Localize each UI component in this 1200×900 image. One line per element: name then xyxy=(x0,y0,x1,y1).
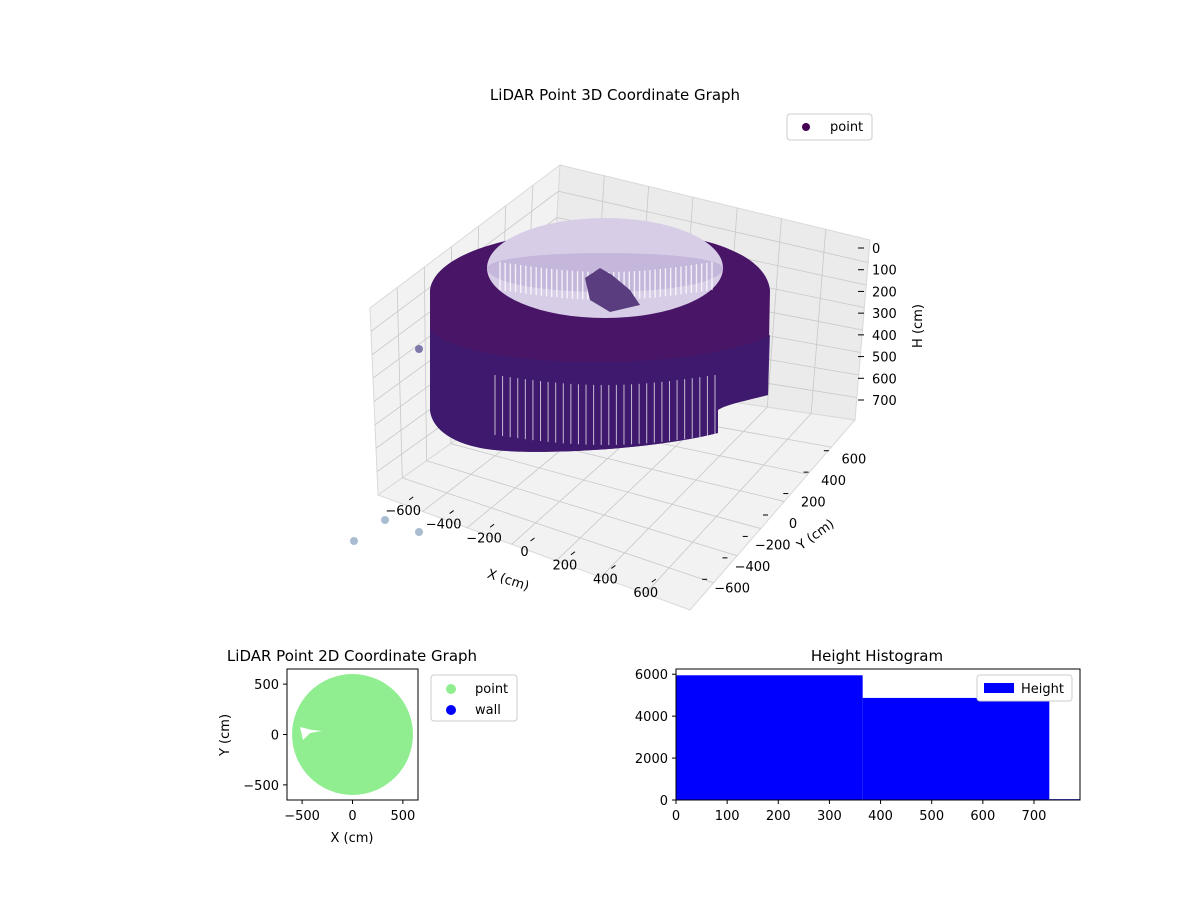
x-tick-label: −400 xyxy=(426,518,462,533)
x-tick-label-histogram: 200 xyxy=(766,809,791,824)
x-tick-mark xyxy=(570,551,576,556)
ring-point-cloud xyxy=(350,218,770,545)
histogram-title: Height Histogram xyxy=(811,647,943,665)
y-tick-label-histogram: 4000 xyxy=(635,710,668,725)
legend-3d-frame xyxy=(786,113,873,141)
x-tick-label-histogram: 500 xyxy=(919,809,944,824)
y-axis-label-2d: Y (cm) xyxy=(218,714,233,757)
x-axis-ticks-histogram: 0 100 200 300 400 500 600 700 xyxy=(672,800,1047,824)
z-tick-label: 700 xyxy=(872,394,897,409)
legend-histogram-label: Height xyxy=(1021,682,1064,697)
legend-2d: point wall xyxy=(430,674,518,722)
histogram-bar-1 xyxy=(676,675,863,800)
grid-line xyxy=(423,267,427,461)
y-tick-label-2d: 500 xyxy=(254,678,279,693)
outlier-point-2 xyxy=(381,516,389,524)
legend-histogram-frame xyxy=(976,674,1073,702)
z-axis-label-3d: H (cm) xyxy=(911,304,926,348)
y-tick-label-2d: 0 xyxy=(271,729,279,744)
x-tick-mark xyxy=(449,510,454,514)
plot-frame-histogram xyxy=(675,668,1081,801)
x-axis-label-3d: X (cm) xyxy=(485,567,531,595)
y-axis-ticks-histogram: 0 2000 4000 6000 xyxy=(635,668,676,809)
y-axis-label-3d: Y (cm) xyxy=(794,517,838,554)
y-tick-label: 400 xyxy=(821,474,846,489)
y-tick-label: 600 xyxy=(841,453,866,468)
z-tick-label: 0 xyxy=(872,242,880,257)
histogram-bar-2 xyxy=(862,697,1050,800)
x-tick-label-2d: 500 xyxy=(390,809,415,824)
x-tick-label: −600 xyxy=(385,504,421,519)
legend-3d-marker xyxy=(802,123,810,131)
x-tick-label: 200 xyxy=(553,559,578,574)
x-tick-label-histogram: 700 xyxy=(1022,809,1047,824)
legend-2d-marker-point xyxy=(446,684,456,694)
grid-line xyxy=(450,443,761,529)
x-axis-ticks-3d: −600 −400 −200 0 200 400 600 xyxy=(385,496,658,601)
legend-2d-label-point: point xyxy=(475,682,508,697)
z-tick-label: 400 xyxy=(872,329,897,344)
grid-line xyxy=(402,477,714,584)
x-tick-label-2d: 0 xyxy=(348,809,356,824)
grid-line xyxy=(426,460,738,557)
x-tick-mark xyxy=(530,537,535,542)
y-tick-label-histogram: 2000 xyxy=(635,752,668,767)
x-tick-label: 600 xyxy=(633,586,658,601)
x-tick-label: 0 xyxy=(520,545,528,560)
outlier-point-3 xyxy=(415,528,423,536)
x-tick-label-histogram: 400 xyxy=(868,809,893,824)
x-tick-label-histogram: 0 xyxy=(672,809,680,824)
z-axis-ticks-3d: 0 100 200 300 400 500 600 700 xyxy=(858,242,897,409)
x-tick-label-histogram: 300 xyxy=(817,809,842,824)
x-axis-label-2d: X (cm) xyxy=(331,831,374,846)
x-tick-label-histogram: 100 xyxy=(715,809,740,824)
x-tick-label: 400 xyxy=(593,572,618,587)
y-tick-label: −200 xyxy=(755,538,791,553)
x-tick-label: −200 xyxy=(466,531,502,546)
wall-notch xyxy=(300,727,322,740)
x-tick-mark xyxy=(408,496,414,501)
z-tick-label: 200 xyxy=(872,285,897,300)
chart-2d-scatter: LiDAR Point 2D Coordinate Graph −500 0 500… xyxy=(218,647,518,846)
legend-histogram: Height xyxy=(976,674,1073,702)
inner-debris xyxy=(585,268,640,312)
y-axis-ticks-3d: −600 −400 −200 0 200 400 600 xyxy=(702,450,866,596)
y-tick-label-2d: −500 xyxy=(243,779,279,794)
histogram-bars xyxy=(676,675,1080,800)
legend-2d-label-wall: wall xyxy=(475,703,501,718)
point-disc xyxy=(292,674,413,795)
x-axis-ticks-2d: −500 0 500 xyxy=(284,800,415,824)
grid-line xyxy=(396,287,403,478)
z-tick-label: 600 xyxy=(872,372,897,387)
x-tick-label-histogram: 600 xyxy=(970,809,995,824)
grid-line xyxy=(558,190,869,263)
x-tick-label-2d: −500 xyxy=(284,809,320,824)
chart-height-histogram: Height Histogram 0 100 200 300 400 500 600 700 … xyxy=(635,647,1081,824)
y-tick-label: −400 xyxy=(735,560,771,575)
outlier-point-1 xyxy=(415,345,423,353)
chart-2d-title: LiDAR Point 2D Coordinate Graph xyxy=(227,647,477,665)
y-tick-label-histogram: 0 xyxy=(660,794,668,809)
legend-3d: point xyxy=(786,113,873,141)
chart-3d-scatter: LiDAR Point 3D Coordinate Graph −600 −400… xyxy=(350,86,926,611)
legend-3d-label: point xyxy=(830,120,863,135)
y-tick-label: 0 xyxy=(789,517,797,532)
z-tick-label: 300 xyxy=(872,307,897,322)
chart-3d-title: LiDAR Point 3D Coordinate Graph xyxy=(490,86,740,104)
z-tick-label: 100 xyxy=(872,264,897,279)
x-tick-mark xyxy=(611,565,616,569)
y-tick-label-histogram: 6000 xyxy=(635,668,668,683)
legend-2d-marker-wall xyxy=(446,705,456,715)
outlier-point-4 xyxy=(350,537,358,545)
y-tick-label: 200 xyxy=(801,496,826,511)
z-tick-label: 500 xyxy=(872,351,897,366)
grid-line xyxy=(600,406,768,578)
legend-histogram-swatch xyxy=(984,683,1014,693)
y-axis-ticks-2d: 500 0 −500 xyxy=(243,678,287,794)
grid-line xyxy=(645,413,812,594)
x-tick-mark xyxy=(651,578,657,583)
x-tick-mark xyxy=(489,523,495,528)
y-tick-label: −600 xyxy=(714,581,750,596)
